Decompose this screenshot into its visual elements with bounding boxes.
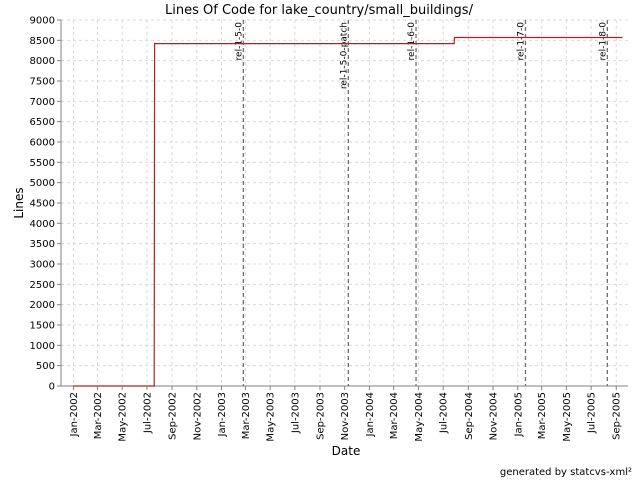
y-tick-label: 6000	[30, 138, 55, 149]
loc-data-point	[621, 36, 623, 39]
y-axis-label: Lines	[12, 187, 26, 218]
x-tick-label: Nov-2004	[489, 392, 500, 440]
release-markers: rel-1-5-0 rel-1-5-0-patch rel-1-6-0 rel-1-7…	[234, 20, 608, 386]
x-tick-label: Jul-2002	[142, 392, 153, 434]
generator-credit: generated by statcvs-xml²	[500, 467, 632, 478]
y-tick-label: 4000	[30, 219, 55, 230]
grid-layer	[61, 19, 628, 387]
x-tick-label: May-2004	[414, 392, 425, 442]
x-tick-label: Mar-2005	[537, 392, 548, 439]
y-tick-label: 1500	[30, 321, 55, 332]
x-tick-label: Sep-2004	[464, 392, 475, 440]
x-tick-label: Nov-2002	[192, 392, 203, 440]
y-tick-label: 2500	[30, 280, 55, 291]
y-tick-label: 500	[36, 361, 55, 372]
y-tick-label: 5000	[30, 178, 55, 189]
y-tick-label: 5500	[30, 158, 55, 169]
release-marker-label: rel-1-5-0	[234, 22, 244, 61]
x-tick-label: Mar-2004	[389, 392, 400, 439]
y-tick-labels: 0 500 1000 1500 2000 2500 3000 3500 4000 4500 5000…	[30, 16, 61, 393]
loc-series-line	[73, 36, 622, 387]
series-layer	[73, 36, 623, 387]
loc-data-point	[153, 385, 155, 387]
y-tick-label: 0	[49, 382, 55, 393]
y-tick-label: 7000	[30, 97, 55, 108]
y-tick-label: 3500	[30, 239, 55, 250]
x-tick-label: Jul-2004	[439, 392, 450, 434]
x-tick-label: May-2003	[266, 392, 277, 442]
loc-data-point	[453, 43, 455, 45]
y-tick-label: 1000	[30, 341, 55, 352]
x-tick-label: Jan-2004	[365, 392, 376, 437]
loc-data-point	[154, 43, 156, 45]
x-tick-label: Nov-2003	[340, 392, 351, 440]
x-tick-label: Mar-2003	[241, 392, 252, 439]
x-tick-label: Jul-2003	[290, 392, 301, 434]
x-tick-label: Jan-2003	[217, 392, 228, 437]
release-marker-label: rel-1-7-0	[516, 22, 526, 61]
release-marker-label: rel-1-6-0	[407, 22, 417, 61]
x-tick-label: Sep-2003	[315, 392, 326, 440]
y-tick-label: 8500	[30, 36, 55, 47]
x-tick-label: Jan-2005	[513, 392, 524, 437]
y-tick-label: 2000	[30, 300, 55, 311]
loc-data-point	[453, 36, 456, 39]
y-tick-label: 6500	[30, 117, 55, 128]
x-tick-label: May-2002	[118, 392, 129, 442]
x-tick-labels: Jan-2002 Mar-2002 May-2002 Jul-2002 Sep-2002…	[69, 386, 623, 442]
chart-title: Lines Of Code for lake_country/small_bui…	[165, 3, 474, 18]
x-tick-label: May-2005	[562, 392, 573, 442]
y-tick-label: 9000	[30, 16, 55, 27]
release-marker-label: rel-1-8-0	[598, 22, 608, 61]
x-tick-label: Mar-2002	[93, 392, 104, 439]
y-tick-label: 4500	[30, 199, 55, 210]
x-tick-label: Sep-2005	[612, 392, 623, 440]
y-tick-label: 8000	[30, 56, 55, 67]
x-tick-label: Sep-2002	[168, 392, 179, 440]
x-axis-label: Date	[332, 444, 361, 458]
x-tick-label: Jul-2005	[587, 392, 598, 434]
y-tick-label: 3000	[30, 260, 55, 271]
y-tick-label: 7500	[30, 77, 55, 88]
release-marker-label: rel-1-5-0-patch	[339, 22, 349, 89]
x-tick-label: Jan-2002	[69, 392, 80, 437]
